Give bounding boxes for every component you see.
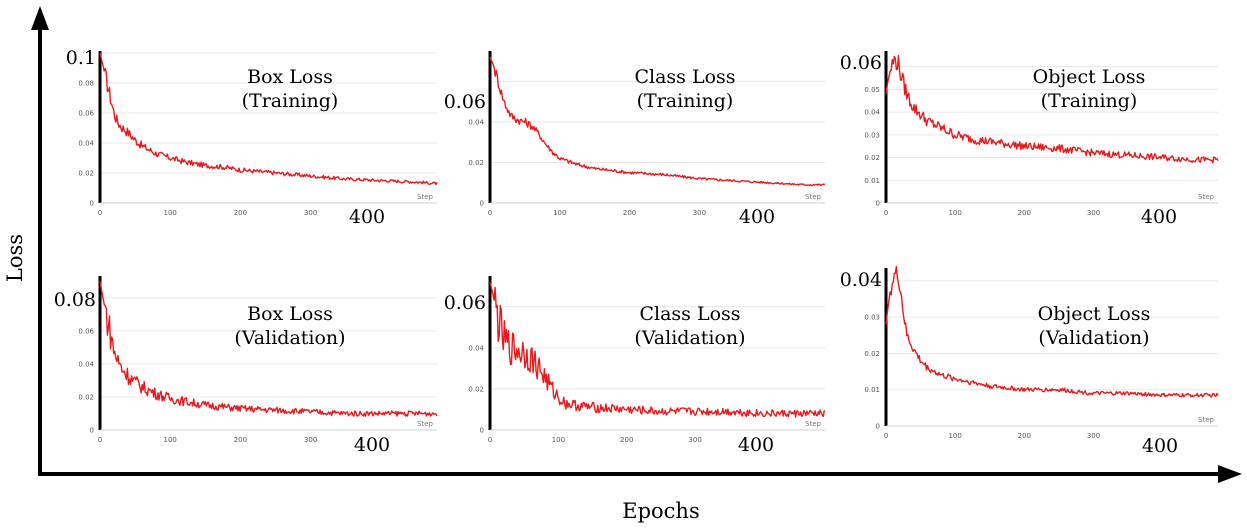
loss-series-line xyxy=(885,265,1219,398)
y-tick-label: 0.02 xyxy=(468,385,484,393)
y-tick-label: 0 xyxy=(90,427,94,435)
chart-panel: 0 0.01 0.02 0.03 0.04 0.05 0 100 200 300 Step 0.06 4… xyxy=(840,51,1219,228)
chart-panel: 0 0.02 0.04 0.06 0.08 0 100 200 300 Step 0.1 400 Box… xyxy=(66,47,438,228)
step-label: Step xyxy=(805,420,821,428)
x-400-label: 400 xyxy=(349,206,385,228)
x-tick-label: 200 xyxy=(234,209,247,217)
y-tick-label: 0.01 xyxy=(864,177,880,185)
chart-panels: 0 0.02 0.04 0.06 0.08 0 100 200 300 Step 0.1 400 Box… xyxy=(54,47,1219,457)
step-label: Step xyxy=(805,193,821,201)
step-label: Step xyxy=(417,420,433,428)
x-tick-label: 100 xyxy=(553,209,566,217)
x-tick-label: 0 xyxy=(884,209,888,217)
chart-panel: 0 0.02 0.04 0 100 200 300 Step 0.06 400 Class Loss… xyxy=(444,276,825,456)
y-max-label: 0.06 xyxy=(840,52,882,74)
y-tick-label: 0.08 xyxy=(78,80,94,88)
chart-title-line2: (Validation) xyxy=(234,327,345,349)
chart-title-line2: (Validation) xyxy=(634,327,745,349)
y-tick-label: 0.01 xyxy=(864,386,880,394)
chart-title-line2: (Training) xyxy=(637,90,734,112)
x-tick-label: 100 xyxy=(552,436,565,444)
y-tick-label: 0.02 xyxy=(78,393,94,401)
chart-panel: 0 0.02 0.04 0 100 200 300 Step 0.06 400 Class Loss… xyxy=(444,51,826,228)
chart-title-line2: (Training) xyxy=(1041,90,1138,112)
y-tick-label: 0.04 xyxy=(78,360,94,368)
y-tick-label: 0.06 xyxy=(78,327,94,335)
chart-title-line2: (Validation) xyxy=(1038,327,1149,349)
y-tick-label: 0.02 xyxy=(78,170,94,178)
y-tick-label: 0 xyxy=(90,200,94,208)
step-label: Step xyxy=(417,193,433,201)
y-tick-label: 0.05 xyxy=(864,86,880,94)
x-tick-label: 300 xyxy=(304,209,317,217)
x-tick-label: 200 xyxy=(1018,432,1031,440)
loss-series-line xyxy=(99,281,438,417)
x-400-label: 400 xyxy=(354,434,390,456)
y-tick-label: 0.03 xyxy=(864,131,880,139)
x-tick-label: 300 xyxy=(1087,432,1100,440)
y-axis-label: Loss xyxy=(3,234,27,282)
x-400-label: 400 xyxy=(738,434,774,456)
chart-title-line1: Class Loss xyxy=(639,303,740,325)
x-tick-label: 0 xyxy=(488,209,492,217)
y-max-label: 0.06 xyxy=(444,292,486,314)
outer-x-axis-arrow xyxy=(1218,465,1242,483)
chart-title-line1: Class Loss xyxy=(634,66,735,88)
y-tick-label: 0.02 xyxy=(864,350,880,358)
x-tick-label: 300 xyxy=(304,436,317,444)
x-tick-label: 300 xyxy=(1087,209,1100,217)
x-400-label: 400 xyxy=(1142,435,1178,457)
y-max-label: 0.1 xyxy=(66,47,96,69)
loss-series-line xyxy=(99,52,438,186)
y-tick-label: 0.04 xyxy=(864,109,880,117)
x-tick-label: 200 xyxy=(623,209,636,217)
x-tick-label: 100 xyxy=(164,436,177,444)
y-max-label: 0.06 xyxy=(444,91,486,113)
y-max-label: 0.04 xyxy=(840,269,882,291)
x-tick-label: 0 xyxy=(488,436,492,444)
step-label: Step xyxy=(1198,416,1214,424)
outer-y-axis-arrow xyxy=(31,6,49,30)
x-tick-label: 100 xyxy=(948,209,961,217)
chart-panel: 0 0.01 0.02 0.03 0 100 200 300 Step 0.04 400 Object… xyxy=(840,265,1219,457)
y-tick-label: 0.02 xyxy=(864,154,880,162)
chart-title-line1: Object Loss xyxy=(1038,303,1151,325)
step-label: Step xyxy=(1198,193,1214,201)
chart-panel: 0 0.02 0.04 0.06 0 100 200 300 Step 0.08 400 Box Lo… xyxy=(54,276,438,456)
x-tick-label: 300 xyxy=(688,436,701,444)
x-tick-label: 100 xyxy=(164,209,177,217)
chart-title-line2: (Training) xyxy=(242,90,339,112)
x-tick-label: 200 xyxy=(1018,209,1031,217)
x-axis-label: Epochs xyxy=(622,499,699,523)
y-tick-label: 0.04 xyxy=(468,344,484,352)
y-tick-label: 0 xyxy=(480,427,484,435)
y-tick-label: 0.04 xyxy=(468,118,484,126)
loss-series-line xyxy=(489,281,825,418)
loss-series-line xyxy=(885,54,1219,164)
y-tick-label: 0 xyxy=(876,423,880,431)
chart-title-line1: Box Loss xyxy=(247,66,333,88)
x-tick-label: 0 xyxy=(98,436,102,444)
x-tick-label: 200 xyxy=(234,436,247,444)
y-tick-label: 0.06 xyxy=(78,110,94,118)
x-400-label: 400 xyxy=(1141,206,1177,228)
x-tick-label: 100 xyxy=(948,432,961,440)
x-tick-label: 200 xyxy=(620,436,633,444)
x-tick-label: 0 xyxy=(884,432,888,440)
y-tick-label: 0.03 xyxy=(864,314,880,322)
y-tick-label: 0 xyxy=(480,200,484,208)
y-tick-label: 0 xyxy=(876,200,880,208)
chart-title-line1: Box Loss xyxy=(247,303,333,325)
x-400-label: 400 xyxy=(739,206,775,228)
x-tick-label: 300 xyxy=(693,209,706,217)
x-tick-label: 0 xyxy=(98,209,102,217)
y-max-label: 0.08 xyxy=(54,289,96,311)
y-tick-label: 0.02 xyxy=(468,159,484,167)
chart-title-line1: Object Loss xyxy=(1033,66,1146,88)
y-tick-label: 0.04 xyxy=(78,140,94,148)
loss-series-line xyxy=(489,56,826,187)
